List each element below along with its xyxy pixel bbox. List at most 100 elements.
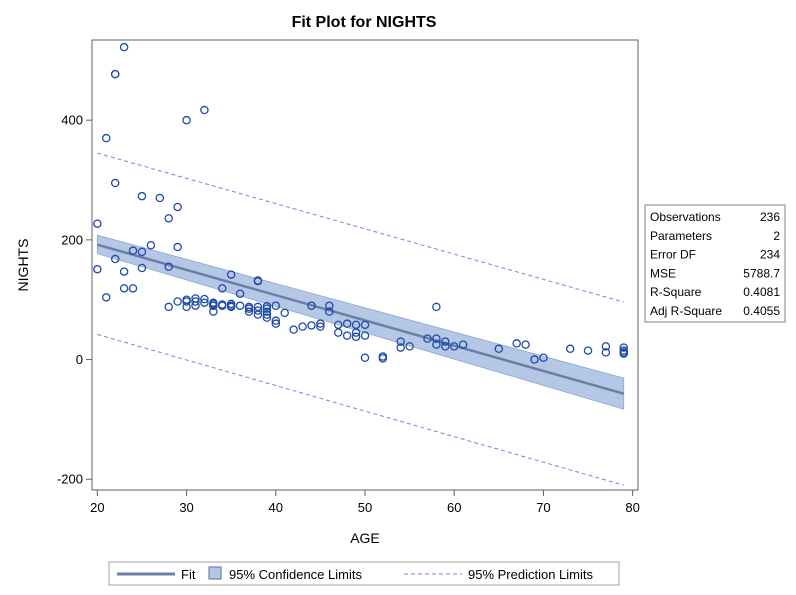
stat-label: Parameters	[650, 229, 712, 243]
data-point	[583, 346, 593, 355]
data-point	[307, 301, 316, 310]
data-point	[244, 307, 254, 316]
data-point	[360, 331, 370, 340]
data-point	[298, 322, 307, 331]
data-point	[244, 304, 254, 313]
data-point	[253, 276, 263, 286]
data-point	[351, 320, 361, 330]
y-tick-label: 0	[76, 352, 83, 367]
data-point	[307, 321, 316, 330]
data-point	[512, 339, 521, 348]
data-point	[619, 343, 628, 352]
data-point	[226, 302, 236, 312]
stat-value: 0.4055	[743, 304, 780, 318]
data-point	[253, 306, 263, 315]
data-point	[235, 301, 245, 310]
data-point	[423, 334, 432, 343]
data-point	[253, 310, 263, 319]
data-point	[601, 348, 611, 357]
data-point	[396, 343, 405, 352]
confidence-band	[96, 234, 625, 410]
stat-label: Observations	[650, 210, 721, 224]
x-tick-label: 60	[447, 500, 461, 515]
data-point	[405, 342, 414, 351]
data-point	[619, 349, 628, 358]
data-point	[226, 270, 236, 279]
data-point	[521, 340, 530, 349]
stat-label: Adj R-Square	[650, 304, 722, 318]
data-point	[173, 242, 182, 252]
plot-area	[91, 39, 639, 491]
data-point	[173, 202, 182, 212]
data-point	[280, 308, 289, 318]
prediction-limits-layer	[97, 152, 624, 486]
y-tick-label: 200	[61, 232, 83, 247]
data-point	[209, 301, 218, 310]
data-point	[449, 342, 459, 351]
data-point	[102, 133, 111, 143]
data-point	[396, 337, 405, 346]
data-point	[360, 353, 370, 363]
data-point	[342, 331, 352, 340]
legend-confidence-swatch	[208, 566, 222, 580]
y-tick-label: -200	[57, 472, 83, 487]
stat-label: MSE	[650, 266, 676, 280]
legend-frame	[108, 561, 620, 586]
data-point	[218, 301, 227, 310]
stat-value: 234	[760, 248, 780, 262]
data-point	[93, 264, 102, 274]
data-point	[432, 302, 441, 312]
data-point	[262, 313, 272, 322]
data-point	[110, 254, 120, 264]
legend-prediction-label: 95% Prediction Limits	[468, 567, 593, 582]
data-point	[325, 301, 334, 310]
data-point	[360, 320, 370, 330]
data-point	[164, 302, 173, 312]
x-tick-label: 80	[625, 500, 639, 515]
data-point	[271, 316, 281, 325]
x-tick-label: 50	[358, 500, 372, 515]
data-point	[441, 342, 450, 351]
data-point	[119, 267, 129, 276]
x-tick-label: 30	[179, 500, 193, 515]
data-point	[182, 115, 191, 125]
data-point	[200, 294, 209, 304]
stat-value: 2	[773, 229, 780, 243]
data-point	[262, 302, 272, 311]
data-point	[619, 346, 628, 355]
data-point	[137, 263, 147, 273]
data-point	[271, 319, 281, 328]
data-point	[539, 353, 548, 363]
y-axis-label: NIGHTS	[15, 239, 31, 292]
prediction-upper-line	[97, 152, 624, 303]
data-point	[102, 293, 111, 302]
data-point	[110, 178, 120, 188]
stat-value: 5788.7	[743, 266, 780, 280]
data-point	[110, 69, 120, 79]
data-point	[316, 319, 325, 328]
x-tick-label: 40	[269, 500, 283, 515]
confidence-band-layer	[96, 234, 625, 410]
y-axis: -200 0 200 400	[57, 113, 92, 487]
data-point	[601, 342, 611, 351]
data-point	[235, 289, 245, 298]
data-point	[137, 191, 147, 201]
x-axis: 20 30 40 50 60 70 80	[90, 490, 640, 515]
legend-fit-label: Fit	[181, 567, 196, 582]
data-point	[191, 297, 200, 306]
data-point	[164, 214, 173, 223]
data-point	[530, 355, 539, 364]
prediction-lower-line	[97, 333, 624, 486]
data-point	[262, 310, 272, 319]
fit-line-layer	[97, 243, 625, 395]
data-point	[155, 193, 165, 203]
data-point	[209, 298, 218, 307]
data-point	[182, 297, 191, 306]
data-point	[333, 320, 343, 330]
data-point	[119, 42, 129, 52]
data-point	[565, 344, 575, 354]
y-tick-label: 400	[61, 113, 83, 128]
data-point	[137, 247, 147, 257]
fit-statistics-table: Observations 236 Parameters 2 Error DF 234 MSE…	[644, 204, 786, 323]
